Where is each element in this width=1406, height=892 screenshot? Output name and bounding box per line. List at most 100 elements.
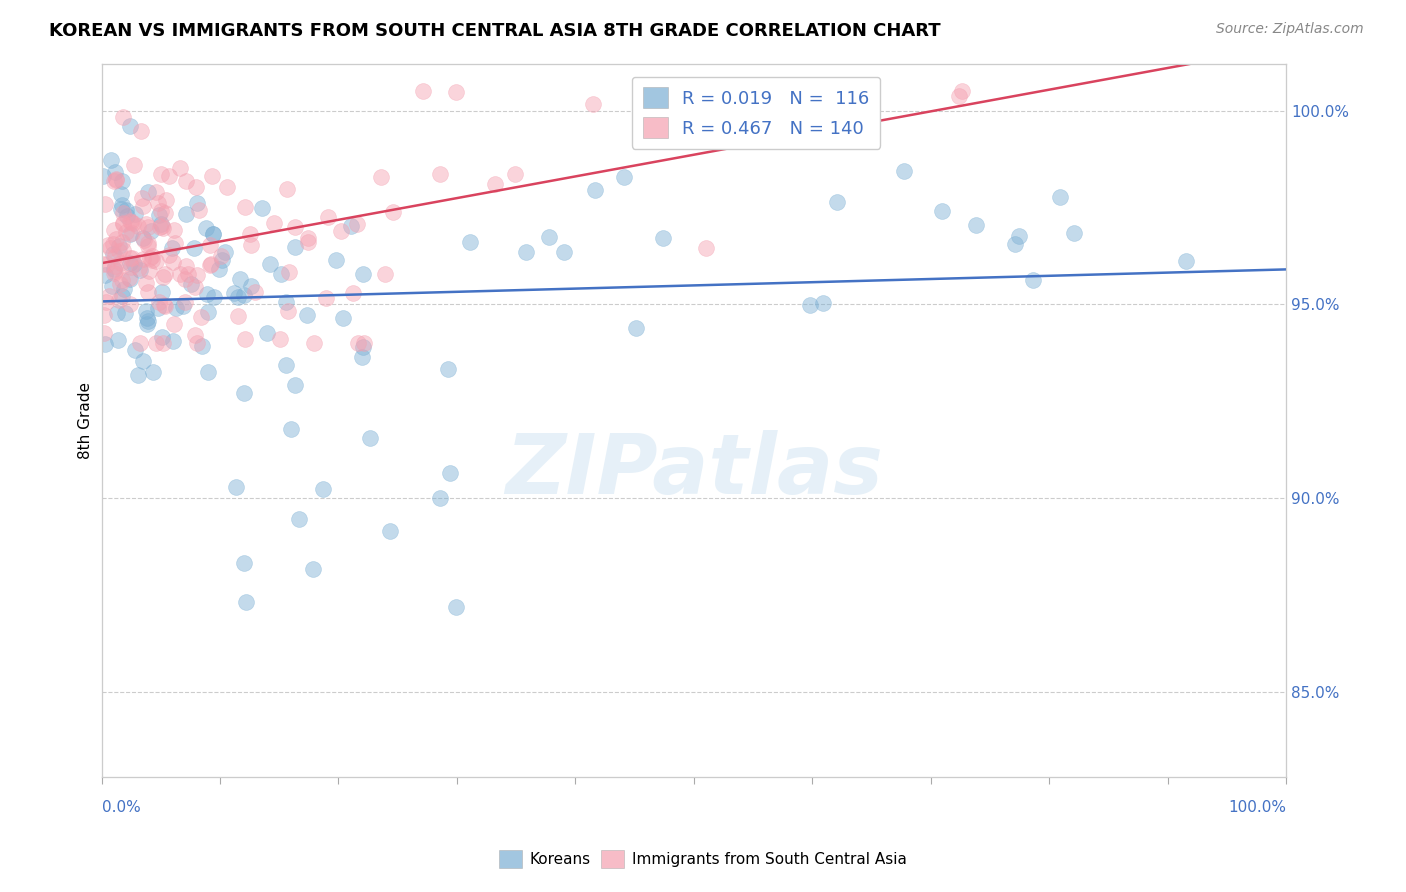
Point (208, 262, 231, 277)
Point (160, 241, 183, 255)
Point (297, 235, 319, 249)
Point (352, 340, 374, 354)
Point (198, 258, 221, 272)
Point (94, 197, 117, 211)
Point (695, 241, 717, 255)
Point (325, 252, 347, 267)
Point (103, 262, 125, 277)
Point (484, 177, 506, 191)
Point (157, 169, 180, 183)
Point (111, 289, 134, 303)
Point (104, 263, 127, 277)
Point (127, 219, 149, 234)
Point (346, 336, 368, 351)
Point (200, 257, 222, 271)
Point (104, 259, 127, 273)
Point (120, 215, 142, 229)
Point (118, 272, 141, 286)
Point (288, 511, 311, 525)
Point (235, 595, 257, 609)
Point (120, 297, 142, 311)
Point (136, 239, 159, 253)
Point (110, 198, 132, 212)
Point (103, 266, 125, 280)
Point (105, 306, 128, 320)
Point (796, 106, 818, 120)
Point (149, 167, 172, 181)
Point (115, 225, 138, 239)
Point (146, 301, 169, 315)
Point (315, 291, 337, 305)
Point (197, 305, 219, 319)
Point (118, 271, 141, 285)
Point (316, 210, 339, 224)
Point (150, 204, 173, 219)
Point (131, 124, 153, 138)
Point (97, 288, 120, 302)
Point (131, 252, 153, 267)
Point (152, 330, 174, 344)
Point (124, 206, 146, 220)
Point (120, 119, 142, 133)
Point (201, 227, 224, 241)
Point (136, 310, 159, 325)
Point (136, 235, 159, 250)
Point (155, 193, 177, 207)
Point (122, 216, 145, 230)
Point (135, 277, 157, 291)
Point (104, 232, 127, 246)
Point (132, 199, 155, 213)
Point (120, 260, 142, 274)
Point (1021, 273, 1043, 287)
Point (174, 174, 197, 188)
Point (136, 219, 159, 234)
Point (162, 334, 184, 349)
Point (243, 285, 266, 299)
Point (446, 600, 468, 615)
Point (233, 332, 256, 346)
Point (135, 217, 157, 231)
Point (93, 308, 115, 322)
Point (239, 227, 262, 241)
Point (270, 267, 292, 281)
Point (173, 271, 195, 285)
Point (98, 241, 121, 255)
Point (110, 187, 132, 202)
Point (103, 223, 125, 237)
Point (139, 251, 162, 265)
Point (537, 230, 560, 244)
Point (165, 301, 187, 315)
Point (149, 220, 172, 235)
Point (94, 295, 117, 310)
Point (948, 89, 970, 103)
Point (114, 306, 136, 320)
Point (141, 249, 163, 263)
Point (163, 317, 186, 331)
Point (276, 182, 298, 196)
Point (121, 226, 143, 240)
Point (274, 295, 297, 310)
Point (233, 288, 256, 302)
Point (184, 280, 207, 294)
Point (118, 251, 141, 265)
Point (329, 224, 352, 238)
Legend: R = 0.019   N =  116, R = 0.467   N = 140: R = 0.019 N = 116, R = 0.467 N = 140 (631, 77, 880, 149)
Point (214, 244, 236, 259)
Point (141, 252, 163, 267)
Point (378, 524, 401, 538)
Point (342, 286, 364, 301)
Point (195, 286, 218, 301)
Point (172, 300, 194, 314)
Point (121, 252, 143, 266)
Point (284, 220, 307, 235)
Point (93, 326, 115, 340)
Point (138, 263, 160, 277)
Point (135, 318, 157, 332)
Text: Source: ZipAtlas.com: Source: ZipAtlas.com (1216, 22, 1364, 37)
Point (198, 238, 221, 252)
Text: 0.0%: 0.0% (101, 800, 141, 815)
Point (103, 236, 125, 251)
Point (233, 557, 256, 571)
Point (111, 217, 134, 231)
Point (104, 172, 127, 186)
